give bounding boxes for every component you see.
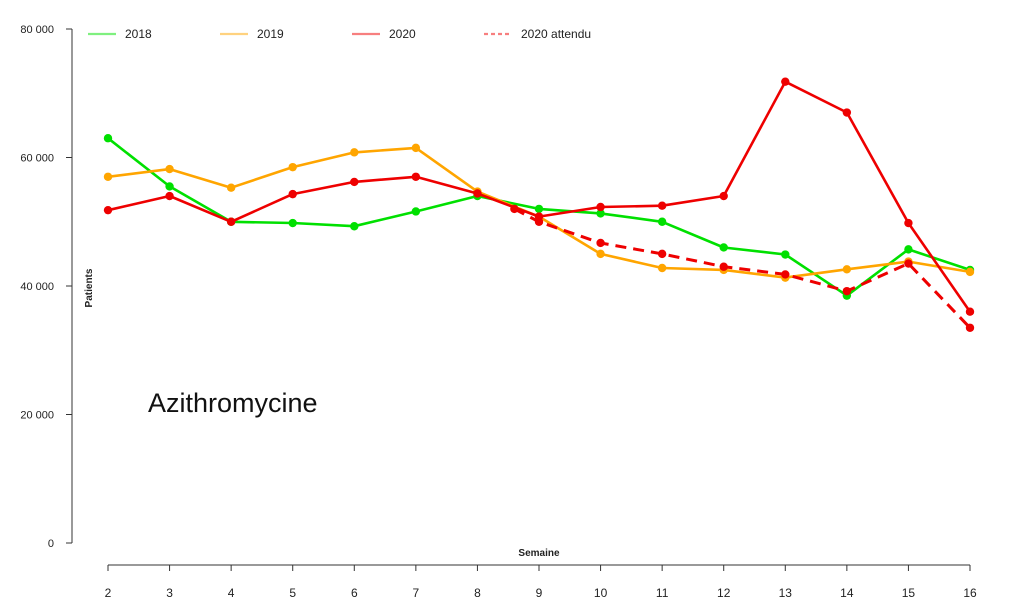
y-tick-label: 40 000 bbox=[20, 281, 54, 293]
x-tick-label: 12 bbox=[717, 586, 731, 600]
x-tick-label: 16 bbox=[963, 586, 977, 600]
data-point bbox=[657, 263, 667, 273]
x-axis-title: Semaine bbox=[518, 548, 560, 559]
data-point bbox=[657, 249, 667, 259]
x-tick-label: 14 bbox=[840, 586, 854, 600]
data-point bbox=[350, 177, 359, 187]
x-axis: 2 3 4 5 6 7 8 9 10 11 12 13 14 15 16 bbox=[105, 564, 977, 600]
data-point bbox=[510, 204, 519, 214]
data-point bbox=[596, 202, 605, 212]
x-tick-label: 5 bbox=[289, 586, 296, 600]
data-point bbox=[350, 222, 359, 231]
data-point bbox=[965, 323, 975, 332]
data-point bbox=[719, 262, 728, 271]
data-point bbox=[657, 201, 667, 210]
data-point bbox=[719, 191, 728, 201]
data-point bbox=[165, 191, 174, 201]
data-point bbox=[965, 267, 975, 277]
legend-label: 2020 attendu bbox=[521, 27, 591, 41]
x-tick-label: 6 bbox=[351, 586, 358, 600]
series-line bbox=[107, 80, 972, 313]
data-point bbox=[781, 270, 790, 279]
data-point bbox=[165, 182, 174, 191]
data-point bbox=[904, 259, 913, 268]
data-point bbox=[965, 307, 975, 316]
data-point bbox=[657, 217, 667, 226]
x-tick-label: 4 bbox=[228, 586, 235, 600]
data-point bbox=[411, 172, 421, 181]
data-point bbox=[165, 164, 174, 174]
y-tick-label: 60 000 bbox=[20, 153, 54, 165]
series-2020-attendu bbox=[510, 204, 975, 332]
y-tick-label: 0 bbox=[48, 538, 54, 550]
series-2020 bbox=[103, 77, 975, 316]
legend: 2018 2019 2020 2020 attendu bbox=[88, 27, 591, 41]
legend-label: 2020 bbox=[389, 27, 416, 41]
data-point bbox=[411, 143, 421, 153]
data-point bbox=[719, 243, 728, 252]
data-point bbox=[781, 250, 790, 259]
data-point bbox=[288, 189, 297, 199]
data-point bbox=[350, 148, 359, 157]
x-tick-label: 3 bbox=[166, 586, 173, 600]
data-point bbox=[781, 77, 790, 86]
data-point bbox=[842, 286, 852, 296]
y-axis-title: Patients bbox=[84, 268, 95, 307]
data-point bbox=[411, 207, 421, 216]
data-point bbox=[226, 217, 236, 226]
data-point bbox=[904, 245, 913, 254]
x-tick-label: 13 bbox=[779, 586, 793, 600]
x-tick-label: 9 bbox=[536, 586, 543, 600]
y-axis: 0 20 000 40 000 60 000 80 000 bbox=[20, 24, 73, 550]
x-tick-label: 15 bbox=[902, 586, 916, 600]
data-point bbox=[534, 204, 544, 214]
data-point bbox=[288, 218, 297, 228]
data-point bbox=[596, 249, 605, 259]
data-point bbox=[473, 189, 482, 198]
data-point bbox=[534, 217, 544, 226]
legend-label: 2018 bbox=[125, 27, 152, 41]
data-point bbox=[103, 172, 113, 181]
x-tick-label: 10 bbox=[594, 586, 608, 600]
legend-label: 2019 bbox=[257, 27, 284, 41]
data-point bbox=[842, 108, 852, 117]
data-point bbox=[842, 265, 852, 274]
series-line bbox=[513, 207, 972, 329]
x-tick-label: 2 bbox=[105, 586, 112, 600]
data-point bbox=[103, 205, 113, 215]
data-point bbox=[596, 209, 605, 218]
x-tick-label: 7 bbox=[413, 586, 420, 600]
y-tick-label: 80 000 bbox=[20, 24, 54, 36]
y-tick-label: 20 000 bbox=[20, 410, 54, 422]
data-point bbox=[596, 238, 605, 248]
data-point bbox=[103, 134, 113, 143]
series-2018 bbox=[103, 134, 975, 300]
x-tick-label: 11 bbox=[656, 586, 669, 600]
data-point bbox=[226, 183, 236, 192]
data-point bbox=[904, 218, 913, 228]
data-point bbox=[288, 162, 297, 172]
chart-annotation: Azithromycine bbox=[148, 388, 318, 418]
x-tick-label: 8 bbox=[474, 586, 481, 600]
series-layer bbox=[103, 77, 975, 332]
